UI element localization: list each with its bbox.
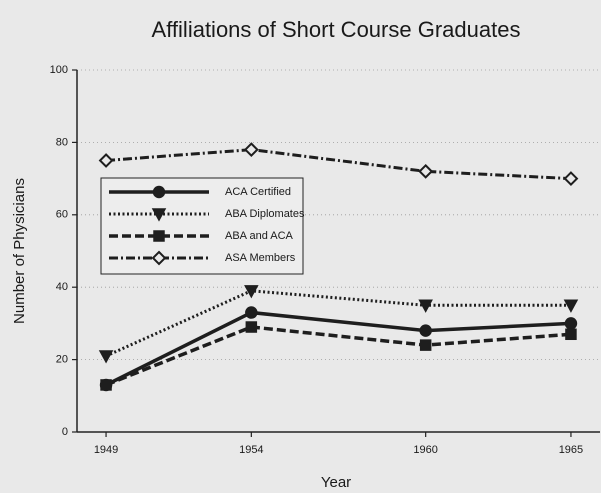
series-line xyxy=(105,148,572,181)
marker xyxy=(418,163,434,179)
legend-marker xyxy=(151,250,167,266)
legend-label: ABA Diplomates xyxy=(225,208,305,220)
marker xyxy=(419,339,432,351)
x-axis-label: Year xyxy=(321,474,351,491)
y-tick-label: 60 xyxy=(56,209,68,221)
legend-label: ACA Certified xyxy=(225,186,291,198)
legend-marker xyxy=(153,230,165,242)
series-line xyxy=(105,310,572,387)
y-tick-label: 40 xyxy=(56,281,68,293)
x-tick-label: 1965 xyxy=(559,444,583,456)
marker xyxy=(245,306,258,319)
legend-marker xyxy=(151,208,167,222)
x-tick-label: 1949 xyxy=(94,444,118,456)
marker xyxy=(100,379,112,391)
legend-label: ASA Members xyxy=(225,252,296,264)
y-tick-label: 100 xyxy=(50,64,68,76)
x-tick-label: 1960 xyxy=(413,444,437,456)
marker xyxy=(245,321,258,333)
marker xyxy=(563,171,579,187)
marker xyxy=(563,299,579,313)
y-tick-label: 80 xyxy=(56,136,68,148)
series-line xyxy=(105,325,572,387)
marker xyxy=(565,328,577,341)
marker xyxy=(244,285,259,299)
marker xyxy=(98,153,114,168)
marker xyxy=(98,350,114,364)
x-tick-label: 1954 xyxy=(239,444,263,456)
marker xyxy=(564,317,578,330)
series-line xyxy=(105,289,571,358)
marker xyxy=(418,299,433,313)
legend-marker xyxy=(152,185,166,199)
marker xyxy=(419,324,432,337)
marker xyxy=(243,142,259,158)
y-axis-label: Number of Physicians xyxy=(11,178,28,324)
y-tick-label: 0 xyxy=(62,426,68,438)
legend-label: ABA and ACA xyxy=(225,230,294,242)
legend: ACA Certified ABA Diplomates ABA and ACA AS… xyxy=(100,177,305,275)
y-tick-label: 20 xyxy=(56,354,68,366)
chart-title: Affiliations of Short Course Graduates xyxy=(152,17,521,42)
